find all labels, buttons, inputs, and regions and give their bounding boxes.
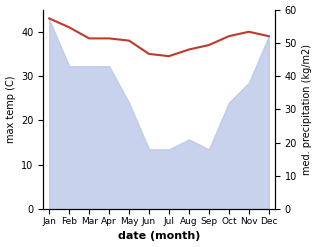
Y-axis label: med. precipitation (kg/m2): med. precipitation (kg/m2) — [302, 44, 313, 175]
Y-axis label: max temp (C): max temp (C) — [5, 76, 16, 143]
X-axis label: date (month): date (month) — [118, 231, 200, 242]
